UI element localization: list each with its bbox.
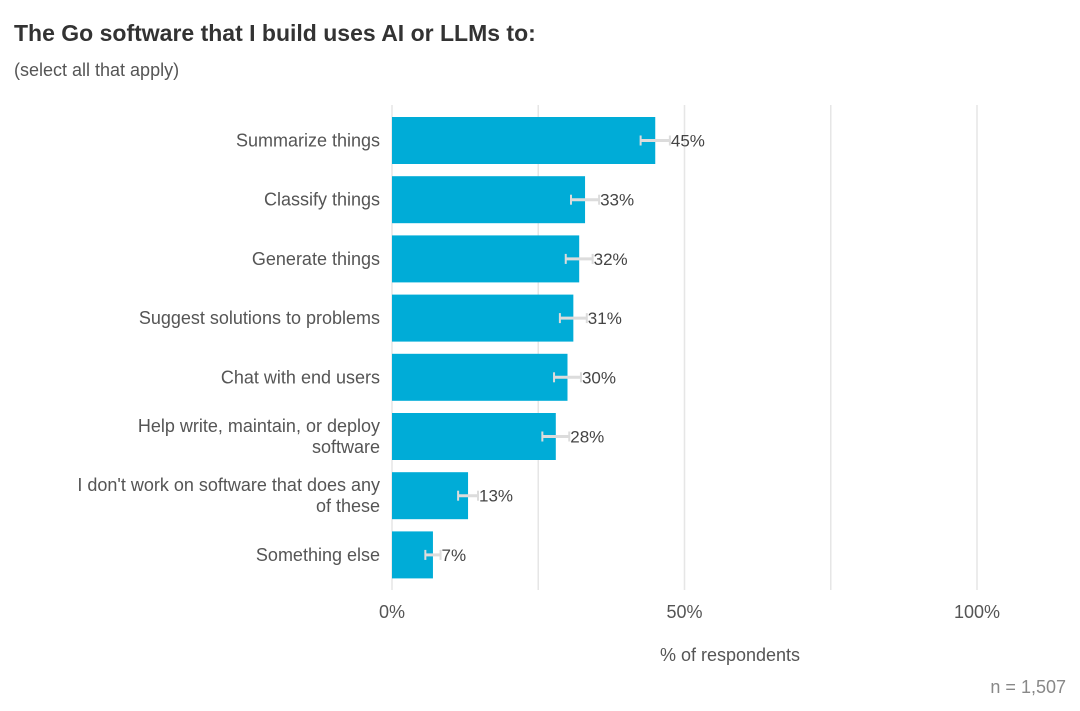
bar [392, 176, 586, 224]
category-label: Generate things [252, 249, 380, 269]
error-bar [558, 313, 588, 324]
error-bar [564, 253, 594, 264]
bar [392, 472, 469, 520]
data-label: 31% [588, 309, 622, 328]
category-label: Something else [256, 545, 380, 565]
chart-title: The Go software that I build uses AI or … [14, 20, 536, 46]
bar [392, 117, 656, 164]
labels: 0% 50% 100% 45% Summarize things 33% Classify … [77, 131, 1000, 623]
bar [392, 413, 556, 460]
bar [392, 353, 568, 401]
x-tick-label: 0% [379, 602, 405, 622]
x-axis-title: % of respondents [660, 645, 800, 665]
data-label: 45% [671, 132, 705, 151]
data-label: 30% [582, 368, 616, 387]
sample-size-note: n = 1,507 [990, 677, 1066, 697]
bars [392, 117, 671, 579]
x-tick-label: 100% [954, 602, 1000, 622]
data-label: 33% [600, 191, 634, 210]
bar [392, 235, 580, 283]
chart-subtitle: (select all that apply) [14, 60, 180, 80]
error-bar [457, 490, 479, 501]
category-label: Classify things [264, 190, 380, 210]
category-label: Summarize things [236, 131, 380, 151]
error-bar [639, 135, 671, 146]
category-label: I don't work on software that does any of… [77, 475, 380, 516]
data-label: 28% [570, 428, 604, 447]
error-bar [570, 194, 601, 205]
category-label: Chat with end users [221, 367, 380, 387]
data-label: 13% [479, 487, 513, 506]
error-bar [553, 372, 582, 383]
category-label: Help write, maintain, or deploy software [138, 416, 380, 457]
error-bar [424, 549, 442, 560]
bar [392, 294, 574, 342]
data-label: 32% [594, 250, 628, 269]
error-bar [541, 431, 571, 442]
x-tick-label: 50% [666, 602, 702, 622]
data-label: 7% [442, 546, 467, 565]
category-label: Suggest solutions to problems [139, 308, 380, 328]
